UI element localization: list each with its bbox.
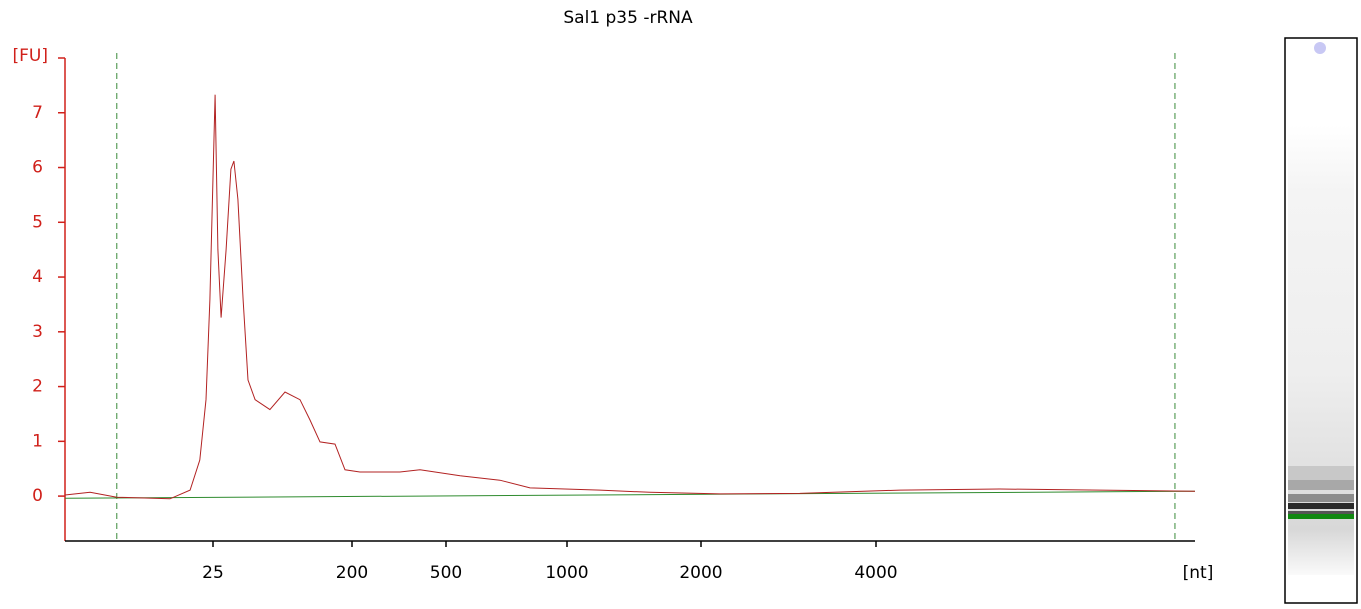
x-tick-label: 200 [336, 563, 368, 583]
x-tick-label: 1000 [545, 563, 588, 583]
gel-band [1288, 503, 1354, 509]
y-tick-label: 2 [32, 377, 43, 397]
x-tick-label: 500 [430, 563, 462, 583]
y-tick-label: 0 [32, 486, 43, 506]
y-axis-label: [FU] [13, 46, 49, 66]
x-tick-label: 4000 [854, 563, 897, 583]
gel-band [1288, 466, 1354, 480]
trace [64, 94, 1196, 500]
gel-dot [1314, 42, 1326, 54]
y-tick-label: 4 [32, 267, 43, 287]
y-tick-label: 7 [32, 103, 43, 123]
gel-band [1288, 494, 1354, 502]
chart-title: Sal1 p35 -rRNA [563, 8, 693, 28]
trace [64, 490, 1196, 499]
y-tick-label: 6 [32, 158, 43, 178]
x-tick-label: 2000 [679, 563, 722, 583]
gel-marker-band [1288, 514, 1354, 519]
y-tick-label: 3 [32, 322, 43, 342]
x-axis-label: [nt] [1183, 563, 1214, 583]
y-tick-label: 5 [32, 212, 43, 232]
y-tick-label: 1 [32, 431, 43, 451]
gel-band [1288, 480, 1354, 490]
x-tick-label: 25 [202, 563, 224, 583]
gel-lane [1284, 37, 1358, 604]
gel-band [1288, 511, 1354, 514]
